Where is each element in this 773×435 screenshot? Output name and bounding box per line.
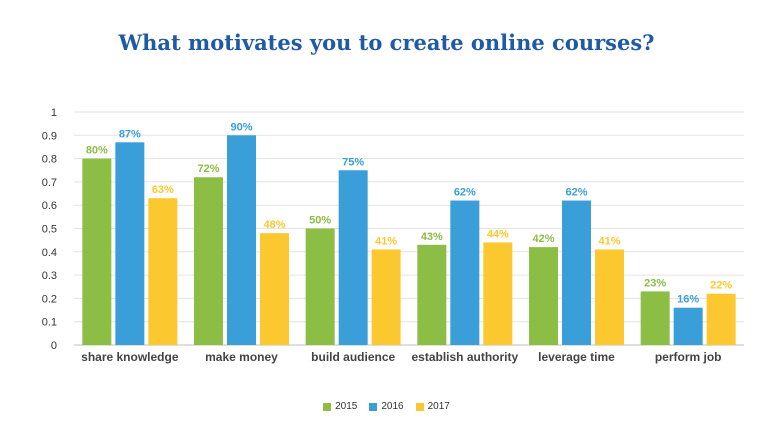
data-label: 62% bbox=[565, 187, 587, 199]
bar-2016 bbox=[450, 200, 480, 345]
bar-2016 bbox=[562, 200, 591, 345]
data-label: 80% bbox=[86, 145, 108, 157]
y-tick-label: 0.5 bbox=[42, 224, 57, 236]
data-label: 42% bbox=[532, 233, 554, 245]
data-label: 72% bbox=[197, 163, 219, 175]
legend-swatch bbox=[415, 402, 424, 411]
legend-label: 2017 bbox=[427, 401, 450, 412]
bar-2016 bbox=[673, 307, 703, 345]
chart-title: What motivates you to create online cour… bbox=[118, 30, 655, 55]
bar-2015 bbox=[305, 228, 335, 345]
bar-2016 bbox=[115, 142, 145, 345]
chart-legend: 2015 2016 2017 bbox=[0, 401, 773, 412]
data-label: 16% bbox=[677, 294, 699, 306]
y-tick-label: 0.3 bbox=[42, 270, 57, 282]
bar-2017 bbox=[148, 198, 178, 345]
legend-label: 2015 bbox=[335, 401, 358, 412]
data-label: 23% bbox=[644, 277, 666, 289]
y-tick-label: 0.7 bbox=[42, 177, 57, 189]
bar-2016 bbox=[227, 135, 256, 345]
category-label: share knowledge bbox=[81, 350, 179, 364]
y-tick-label: 0.8 bbox=[42, 154, 57, 166]
y-tick-label: 0.1 bbox=[42, 317, 57, 329]
legend-label: 2016 bbox=[381, 401, 404, 412]
data-label: 63% bbox=[152, 184, 174, 196]
bar-2015 bbox=[82, 158, 112, 345]
bar-2015 bbox=[640, 291, 670, 345]
category-label: make money bbox=[205, 350, 278, 364]
data-label: 75% bbox=[342, 156, 364, 168]
bar-2017 bbox=[706, 293, 736, 345]
bar-2017 bbox=[483, 242, 513, 345]
y-tick-label: 1 bbox=[51, 107, 57, 119]
legend-item-2017: 2017 bbox=[415, 401, 450, 412]
data-label: 43% bbox=[421, 231, 443, 243]
y-tick-label: 0 bbox=[51, 340, 57, 352]
legend-swatch bbox=[323, 402, 332, 411]
legend-item-2016: 2016 bbox=[369, 401, 404, 412]
data-label: 44% bbox=[487, 228, 509, 240]
y-tick-label: 0.4 bbox=[42, 247, 57, 259]
data-label: 90% bbox=[230, 121, 252, 133]
data-label: 87% bbox=[119, 128, 141, 140]
bar-2015 bbox=[417, 244, 447, 345]
bar-2017 bbox=[371, 249, 401, 345]
category-label: leverage time bbox=[538, 350, 615, 364]
legend-item-2015: 2015 bbox=[323, 401, 357, 412]
data-label: 41% bbox=[598, 235, 620, 247]
bar-2016 bbox=[338, 170, 368, 345]
y-tick-label: 0.6 bbox=[42, 200, 57, 212]
legend-swatch bbox=[369, 402, 378, 411]
data-label: 62% bbox=[454, 187, 476, 199]
category-label: build audience bbox=[311, 350, 395, 364]
category-label: perform job bbox=[655, 350, 722, 364]
bar-2015 bbox=[529, 247, 558, 345]
data-label: 50% bbox=[309, 215, 331, 227]
bar-2017 bbox=[595, 249, 624, 345]
y-tick-label: 0.2 bbox=[42, 293, 57, 305]
category-label: establish authority bbox=[411, 350, 518, 364]
bar-2017 bbox=[260, 233, 289, 345]
data-label: 48% bbox=[263, 219, 285, 231]
data-label: 41% bbox=[375, 235, 397, 247]
y-tick-label: 0.9 bbox=[42, 130, 57, 142]
data-label: 22% bbox=[710, 280, 732, 292]
bar-2015 bbox=[194, 177, 223, 345]
